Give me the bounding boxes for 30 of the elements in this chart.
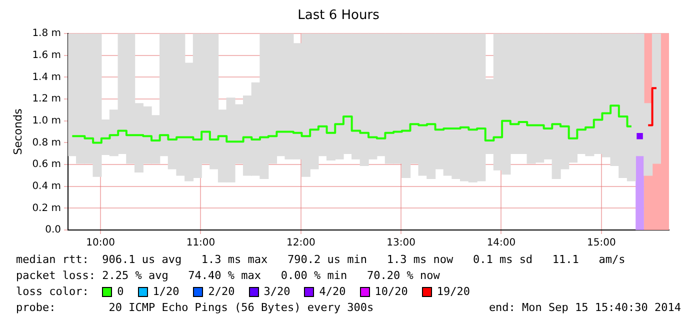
legend-title: loss color:: [16, 284, 90, 300]
legend-label: 10/20: [374, 284, 408, 300]
x-tick-label: 12:00: [286, 238, 316, 249]
x-tick-label: 11:00: [186, 238, 216, 249]
y-tick-label: 0.2 m: [32, 202, 62, 214]
x-tick-label: 15:00: [586, 238, 616, 249]
legend-label: 2/20: [208, 284, 235, 300]
y-tick-label: 1.0 m: [32, 115, 62, 126]
chart-title: Last 6 Hours: [298, 8, 380, 24]
x-tick-label: 10:00: [86, 238, 115, 249]
legend-label: 3/20: [264, 284, 290, 300]
y-tick-label: 0.8 m: [32, 137, 62, 148]
y-tick-label: 1.4 m: [32, 72, 62, 83]
text: median rtt: 906.1 us avg 1.3 ms max 790.2 us min 1.3 ms now 0.1 ms sd 11.1 am/s: [16, 252, 626, 268]
y-tick-label: 1.2 m: [32, 94, 62, 105]
text: packet loss: 2.25 % avg 74.40 % max 0.00 % min 70.20 % now: [16, 268, 441, 284]
legend-label: 0: [117, 284, 124, 300]
y-tick-label: 0.6 m: [32, 159, 62, 170]
y-tick-label: 1.8 m: [32, 28, 62, 40]
legend-label: 4/20: [319, 284, 346, 300]
y-axis-title: Seconds: [11, 108, 24, 155]
x-tick-label: 14:00: [486, 238, 516, 249]
y-tick-label: 1.6 m: [32, 50, 62, 62]
legend-label: 19/20: [436, 284, 470, 300]
x-tick-label: 13:00: [386, 238, 416, 249]
text: end: Mon Sep 15 15:40:30 2014: [488, 300, 681, 316]
legend-label: 1/20: [152, 284, 180, 300]
y-tick-label: 0.4 m: [32, 180, 62, 192]
y-tick-label: 0.0: [45, 224, 62, 236]
text: probe: 20 ICMP Echo Pings (56 Bytes) every 300s: [16, 300, 374, 316]
